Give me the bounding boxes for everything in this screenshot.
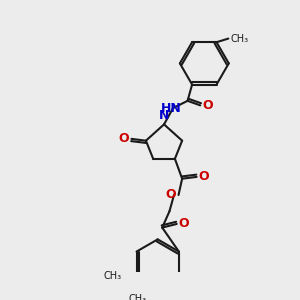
Text: CH₃: CH₃: [129, 294, 147, 300]
Text: HN: HN: [161, 102, 182, 115]
Text: CH₃: CH₃: [103, 271, 121, 281]
Text: O: O: [165, 188, 176, 202]
Text: O: O: [178, 218, 189, 230]
Text: O: O: [118, 132, 129, 146]
Text: N: N: [159, 109, 169, 122]
Text: CH₃: CH₃: [230, 34, 248, 44]
Text: O: O: [198, 170, 209, 183]
Text: O: O: [202, 99, 213, 112]
